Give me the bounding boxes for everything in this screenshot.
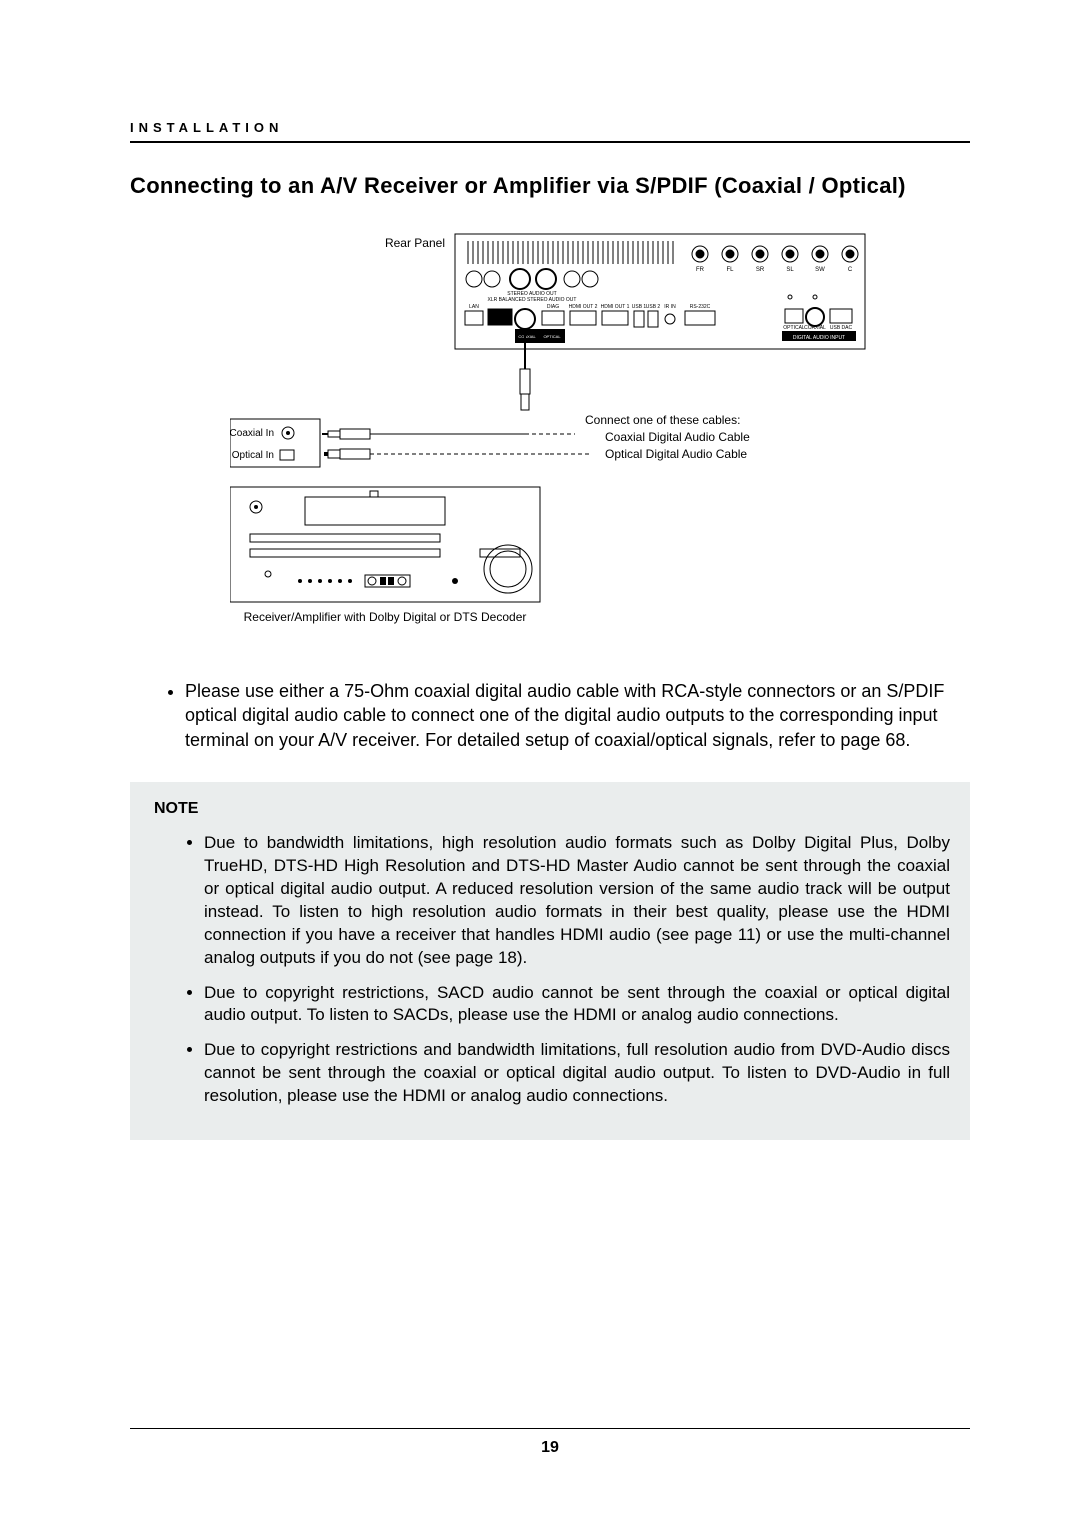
receiver-caption: Receiver/Amplifier with Dolby Digital or… [244,610,527,624]
svg-text:OPTICAL: OPTICAL [543,334,561,339]
svg-text:HDMI OUT 1: HDMI OUT 1 [601,304,630,310]
svg-text:RS-232C: RS-232C [690,304,711,310]
page-footer: 19 [130,1428,970,1457]
svg-text:OPTICAL: OPTICAL [783,325,805,331]
svg-text:FL: FL [726,267,734,273]
note-bullet: Due to copyright restrictions, SACD audi… [204,982,950,1028]
svg-text:COAXIAL: COAXIAL [518,334,536,339]
svg-text:USB 1: USB 1 [632,304,647,310]
note-title: NOTE [154,800,950,818]
svg-text:LAN: LAN [469,304,479,310]
svg-text:USB 2: USB 2 [646,304,661,310]
svg-text:Coaxial In: Coaxial In [230,428,274,439]
section-header: INSTALLATION [130,120,970,143]
note-bullet: Due to copyright restrictions and bandwi… [204,1039,950,1108]
body-bullet: Please use either a 75-Ohm coaxial digit… [185,679,970,752]
svg-text:HDMI IN: HDMI IN [490,304,510,310]
svg-text:Optical In: Optical In [232,450,274,461]
note-box: NOTE Due to bandwidth limitations, high … [130,782,970,1140]
svg-text:COAXIAL: COAXIAL [804,325,826,331]
note-bullet: Due to bandwidth limitations, high resol… [204,832,950,970]
connect-caption: Connect one of these cables: [585,413,740,427]
coax-plug-icon [322,429,370,439]
rear-panel-label: Rear Panel [385,236,445,250]
svg-text:USB DAC: USB DAC [830,325,853,331]
svg-text:SL: SL [786,267,794,273]
svg-text:SW: SW [815,267,825,273]
cable2-caption: Optical Digital Audio Cable [605,447,747,461]
svg-text:DIAG: DIAG [547,304,559,310]
page-title: Connecting to an A/V Receiver or Amplifi… [130,173,970,199]
page-number: 19 [541,1439,559,1456]
connection-diagram: Rear Panel FR FL SR SL SW C STEREO AUDIO… [130,229,970,649]
svg-text:HDMI OUT 2: HDMI OUT 2 [569,304,598,310]
optical-plug-icon [324,449,370,459]
body-bullet-list: Please use either a 75-Ohm coaxial digit… [130,679,970,752]
svg-text:SR: SR [756,267,765,273]
svg-text:XLR BALANCED STEREO AUDIO OUT: XLR BALANCED STEREO AUDIO OUT [488,297,577,303]
svg-text:FR: FR [696,267,705,273]
cable1-caption: Coaxial Digital Audio Cable [605,430,750,444]
svg-text:DIGITAL AUDIO INPUT: DIGITAL AUDIO INPUT [793,335,845,341]
note-bullet-list: Due to bandwidth limitations, high resol… [154,832,950,1108]
svg-text:IR IN: IR IN [664,304,676,310]
svg-text:C: C [848,267,853,273]
